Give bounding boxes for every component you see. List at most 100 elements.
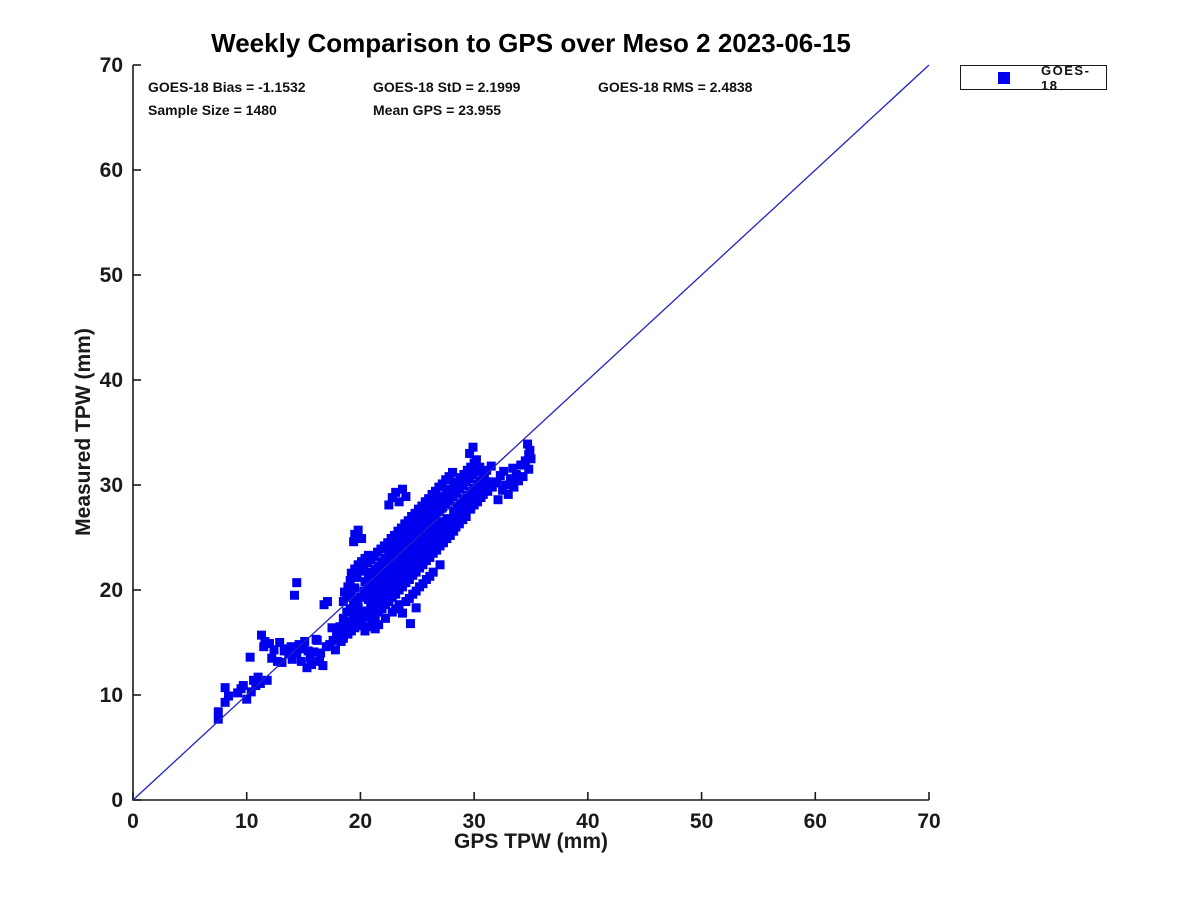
scatter-point xyxy=(303,646,313,656)
scatter-point xyxy=(249,675,259,685)
scatter-series-goes18 xyxy=(213,439,536,724)
scatter-point xyxy=(269,645,279,655)
scatter-point xyxy=(307,660,317,670)
scatter-point xyxy=(350,623,360,633)
stat-sample-size: Sample Size = 1480 xyxy=(148,102,277,118)
scatter-point xyxy=(246,687,256,697)
scatter-point xyxy=(224,691,234,701)
scatter-point xyxy=(486,461,496,471)
y-tick-label: 40 xyxy=(100,369,123,392)
x-tick-label: 60 xyxy=(804,810,827,833)
scatter-point xyxy=(523,439,533,449)
legend-label: GOES-18 xyxy=(1041,62,1091,93)
scatter-point xyxy=(398,484,408,494)
legend: GOES-18 xyxy=(960,62,1107,93)
scatter-point xyxy=(350,583,360,593)
scatter-point xyxy=(359,563,369,573)
scatter-point xyxy=(213,707,223,717)
identity-line xyxy=(132,64,930,801)
x-axis-label: GPS TPW (mm) xyxy=(453,830,608,853)
scatter-point xyxy=(260,636,270,646)
scatter-point xyxy=(357,534,367,544)
scatter-point xyxy=(345,576,355,586)
scatter-point xyxy=(256,630,266,640)
scatter-point xyxy=(353,525,363,535)
scatter-point xyxy=(292,578,302,588)
scatter-point xyxy=(506,474,516,484)
scatter-point xyxy=(387,493,397,503)
scatter-point xyxy=(492,478,502,488)
scatter-point xyxy=(333,627,343,637)
y-tick-label: 60 xyxy=(100,159,123,182)
scatter-point xyxy=(486,477,496,487)
scatter-point xyxy=(251,681,261,691)
scatter-point xyxy=(405,619,415,629)
scatter-point xyxy=(352,608,362,618)
scatter-point xyxy=(299,644,309,654)
x-tick-label: 20 xyxy=(349,810,372,833)
scatter-point xyxy=(509,482,519,492)
chart-title: Weekly Comparison to GPS over Meso 2 202… xyxy=(211,28,851,58)
stat-std: GOES-18 StD = 2.1999 xyxy=(373,79,521,95)
scatter-point xyxy=(513,476,523,486)
scatter-point xyxy=(345,617,355,626)
y-tick-label: 20 xyxy=(100,579,123,602)
axes: 0 10 20 30 40 50 60 70 0 10 20 30 40 50 60 70 xyxy=(100,54,941,833)
x-tick-label: 0 xyxy=(127,810,139,833)
scatter-point xyxy=(499,466,509,476)
scatter-point xyxy=(345,604,355,614)
scatter-point xyxy=(503,489,513,499)
scatter-point xyxy=(264,639,274,649)
scatter-point xyxy=(428,567,438,577)
y-tick-label: 10 xyxy=(100,684,123,707)
scatter-point xyxy=(526,454,536,464)
scatter-point xyxy=(245,652,255,662)
stat-bias: GOES-18 Bias = -1.1532 xyxy=(148,79,306,95)
scatter-point xyxy=(471,455,481,465)
scatter-point xyxy=(318,661,328,671)
scatter-point xyxy=(294,640,304,650)
x-tick-label: 10 xyxy=(235,810,258,833)
scatter-point xyxy=(508,463,518,473)
scatter-point xyxy=(312,635,322,645)
scatter-point xyxy=(302,663,312,673)
scatter-point xyxy=(287,654,297,664)
scatter-point xyxy=(524,464,534,474)
scatter-point xyxy=(391,487,401,497)
scatter-point xyxy=(525,445,535,455)
stat-mean-gps: Mean GPS = 23.955 xyxy=(373,102,502,118)
scatter-point xyxy=(363,622,373,632)
scatter-point xyxy=(468,442,478,452)
scatter-point xyxy=(520,456,530,466)
scatter-point xyxy=(286,642,296,652)
scatter-point xyxy=(498,485,508,495)
scatter-point xyxy=(220,697,230,707)
scatter-point xyxy=(342,591,352,601)
scatter-point xyxy=(275,638,285,647)
scatter-point xyxy=(322,597,332,607)
scatter-point xyxy=(398,608,408,618)
y-tick-label: 0 xyxy=(111,789,123,812)
scatter-point xyxy=(289,590,299,600)
scatter-point xyxy=(359,612,369,622)
scatter-point xyxy=(483,486,493,496)
scatter-point xyxy=(338,597,348,607)
scatter-point xyxy=(394,600,404,610)
y-tick-label: 70 xyxy=(100,54,123,77)
scatter-point xyxy=(327,623,337,633)
y-tick-label: 30 xyxy=(100,474,123,497)
scatter-point xyxy=(282,644,292,654)
scatter-point xyxy=(465,449,475,458)
scatter-point xyxy=(267,653,277,663)
scatter-point xyxy=(238,681,248,691)
scatter-point xyxy=(338,613,348,623)
scatter-point xyxy=(374,620,384,630)
scatter-point xyxy=(380,613,390,623)
scatter-point xyxy=(511,470,521,479)
scatter-point xyxy=(461,512,471,521)
scatter-point xyxy=(394,497,404,507)
x-tick-label: 70 xyxy=(917,810,940,833)
x-tick-label: 40 xyxy=(576,810,599,833)
